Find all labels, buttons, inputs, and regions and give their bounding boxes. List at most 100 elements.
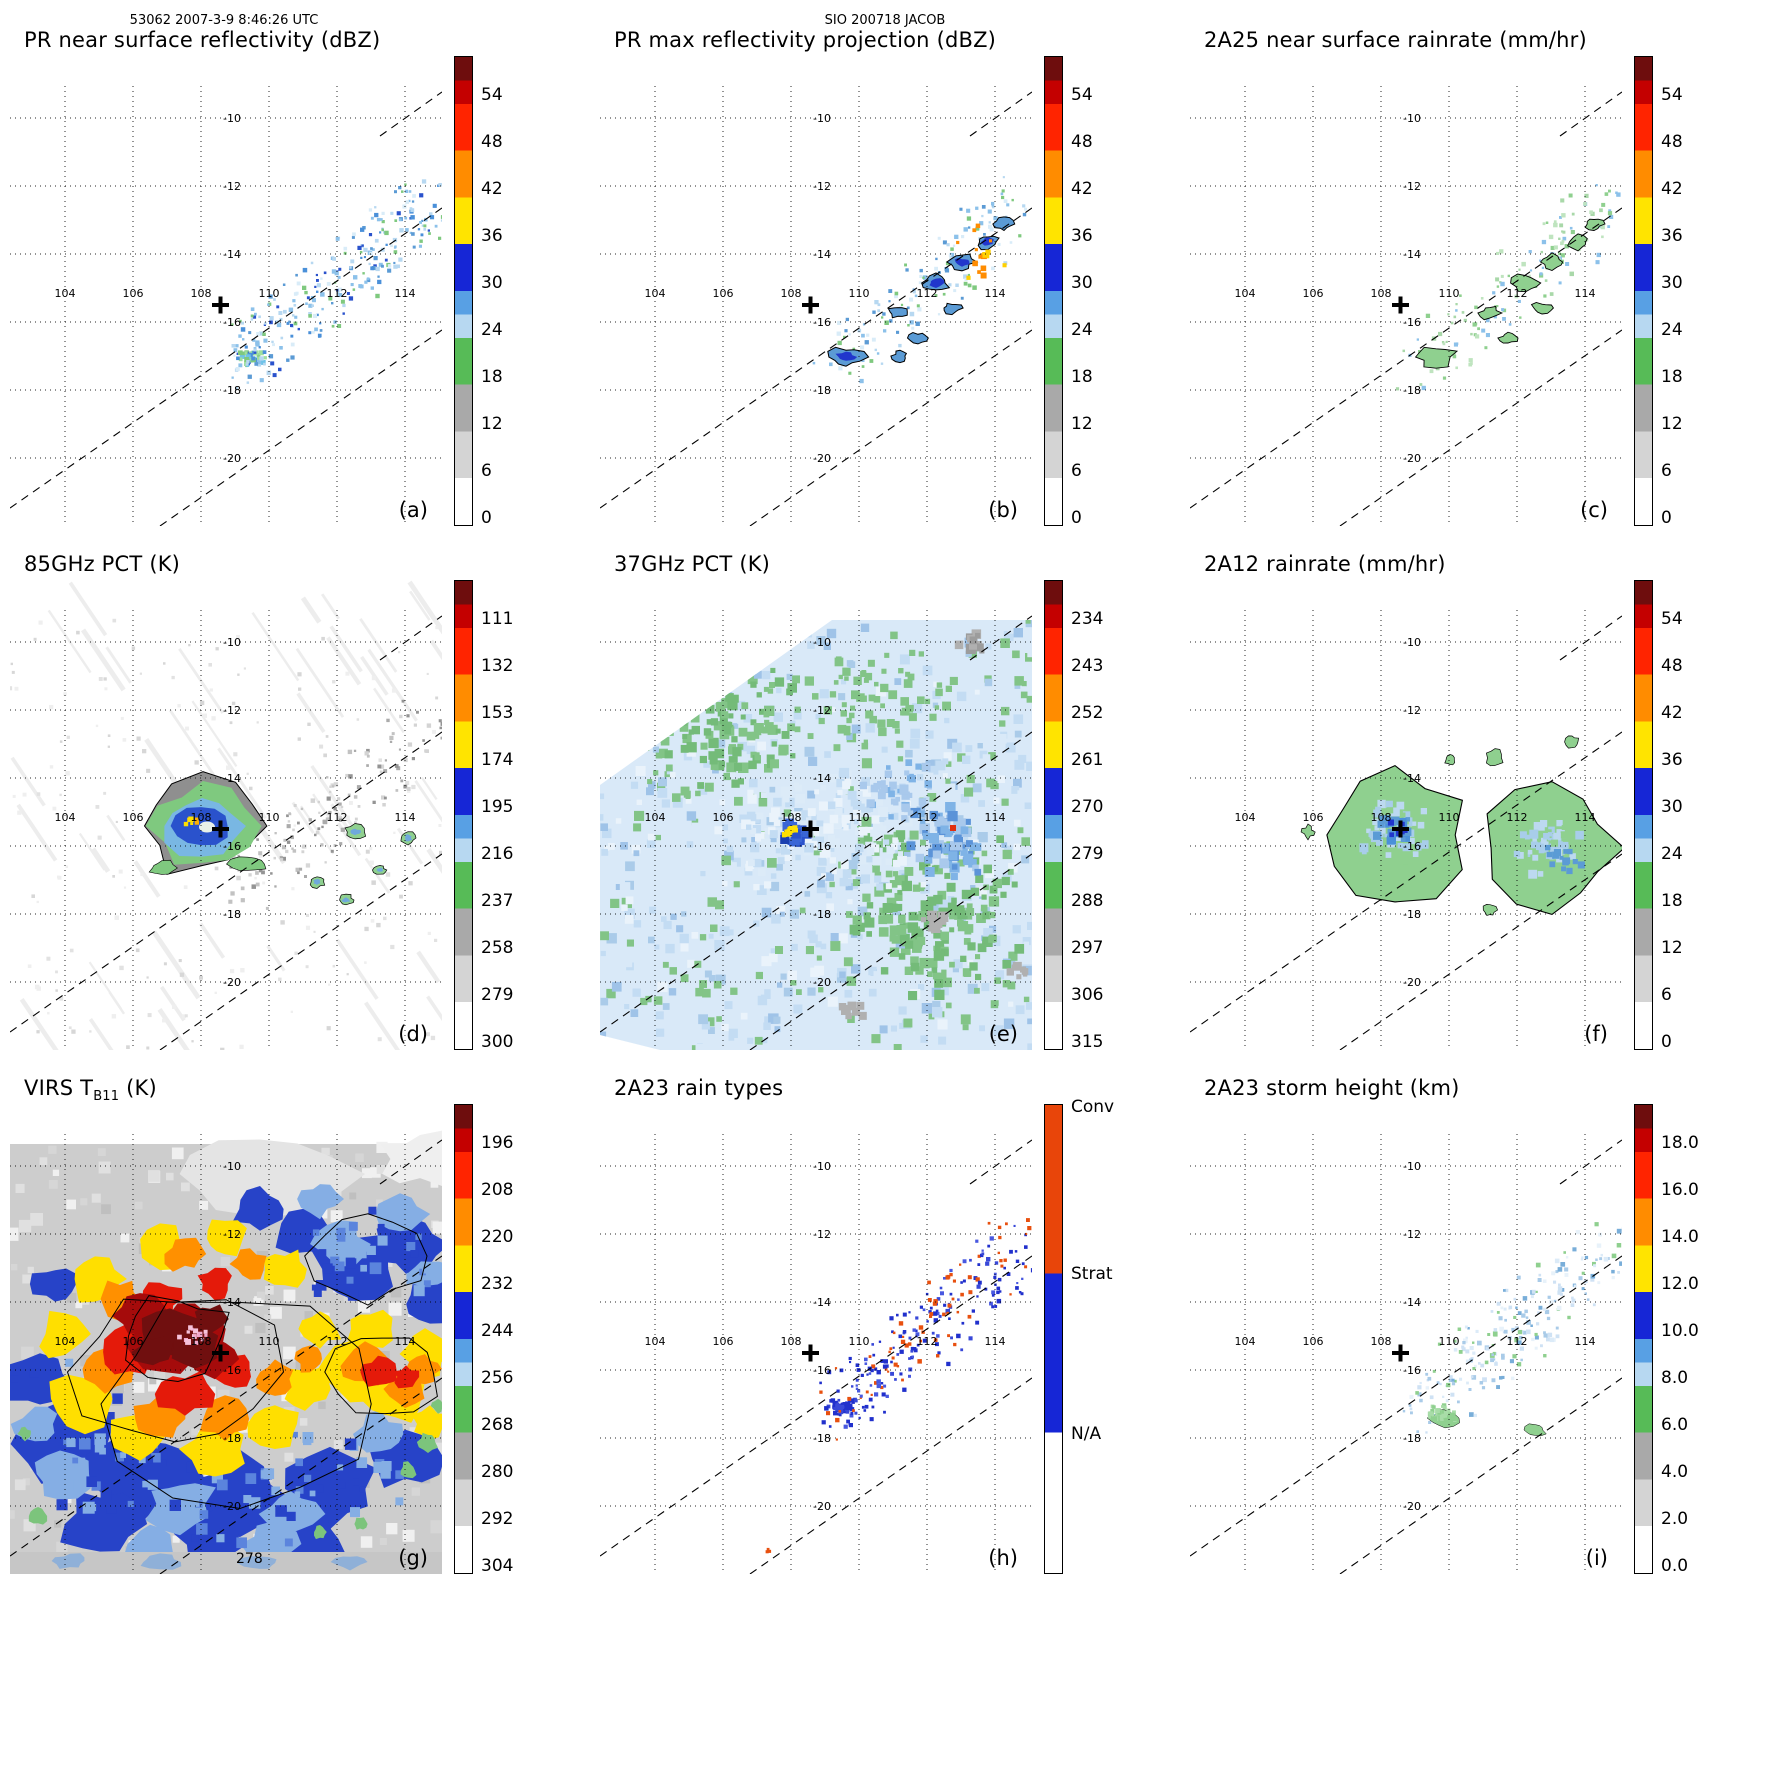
map-canvas: 104 106 108 110 112 114 -10 -12 -14 -16 -18 -20 (e) [600, 610, 1032, 1050]
colorbar-tick-label: 36 [1661, 226, 1683, 246]
svg-text:-20: -20 [1403, 452, 1421, 465]
svg-text:108: 108 [781, 287, 802, 300]
axis-labels: 104 106 108 110 112 114 -10 -12 -14 -16 -18 -20 [1235, 112, 1596, 465]
storm-center-marker [802, 296, 819, 314]
svg-text:108: 108 [781, 1335, 802, 1348]
data-field [10, 580, 442, 1050]
colorbar-tick-label: 6 [1661, 461, 1672, 481]
panel-letter: (a) [399, 498, 428, 522]
colorbar-tick-label: 279 [1071, 844, 1104, 864]
svg-text:108: 108 [191, 1335, 212, 1348]
map-canvas: 104 106 108 110 112 114 -10 -12 -14 -16 -18 -20 (c) [1190, 86, 1622, 526]
svg-text:-16: -16 [1403, 1364, 1421, 1377]
grid-lines [600, 610, 1032, 1050]
colorbar-tick-label: 54 [1071, 85, 1093, 105]
colorbar-tick-label: 300 [481, 1032, 514, 1052]
svg-text:-10: -10 [1403, 112, 1421, 125]
panel-d-85ghz-pct: 85GHz PCT (K) 104 106 108 110 112 114 -10 -12 -1… [2, 550, 590, 1062]
colorbar-tick-labels: 18.0 16.0 14.0 12.0 10.0 8.0 6.0 4.0 2.0 0.0 [1661, 1104, 1741, 1576]
storm-center-marker [1392, 820, 1409, 838]
colorbar-tick-label: 244 [481, 1321, 514, 1341]
grid-lines [1190, 1134, 1622, 1574]
svg-text:104: 104 [645, 287, 666, 300]
colorbar-tick-labels: 54 48 42 36 30 24 18 12 6 0 [1661, 56, 1741, 528]
storm-center-marker [212, 1344, 229, 1362]
map-canvas: 104 106 108 110 112 114 -10 -12 -14 -16 -18 -20 (a) [10, 86, 442, 526]
svg-text:112: 112 [1507, 287, 1528, 300]
colorbar-tick-label: 4.0 [1661, 1462, 1689, 1482]
svg-text:110: 110 [259, 811, 280, 824]
svg-text:114: 114 [1575, 287, 1596, 300]
data-field [812, 176, 1027, 384]
svg-text:-12: -12 [1403, 704, 1421, 717]
svg-text:-18: -18 [1403, 908, 1421, 921]
svg-text:-20: -20 [1403, 976, 1421, 989]
title-suffix: (K) [119, 1076, 157, 1100]
panel-e-37ghz-pct: 37GHz PCT (K) 104 106 108 110 112 114 -10 -12 -1… [592, 550, 1180, 1062]
svg-text:-16: -16 [1403, 316, 1421, 329]
panel-title: 2A23 storm height (km) [1204, 1076, 1460, 1100]
colorbar-tick-label: 174 [481, 750, 514, 770]
svg-text:104: 104 [1235, 287, 1256, 300]
svg-text:-16: -16 [223, 316, 241, 329]
svg-text:104: 104 [645, 1335, 666, 1348]
svg-text:106: 106 [713, 1335, 734, 1348]
svg-text:114: 114 [395, 811, 416, 824]
storm-center-marker [212, 296, 229, 314]
colorbar [1044, 56, 1063, 526]
panel-c-2a25-rainrate: 2A25 near surface rainrate (mm/hr) 104 10… [1182, 26, 1770, 538]
svg-text:-14: -14 [813, 248, 831, 261]
swath-edge-lines [1190, 615, 1622, 1050]
title-prefix: VIRS T [24, 1076, 94, 1100]
colorbar-tick-label: 0 [1661, 1032, 1672, 1052]
svg-text:106: 106 [123, 811, 144, 824]
colorbar-tick-label: 256 [481, 1368, 514, 1388]
svg-text:-20: -20 [1403, 1500, 1421, 1513]
swath-edge-lines [1190, 91, 1622, 526]
svg-text:-18: -18 [1403, 384, 1421, 397]
colorbar-tick-label: 18.0 [1661, 1133, 1699, 1153]
svg-text:-12: -12 [223, 1228, 241, 1241]
colorbar [1634, 1104, 1653, 1574]
svg-text:104: 104 [55, 287, 76, 300]
colorbar-tick-label: 208 [481, 1180, 514, 1200]
colorbar-tick-label: 268 [481, 1415, 514, 1435]
svg-text:114: 114 [395, 1335, 416, 1348]
grid-lines [600, 1134, 1032, 1574]
colorbar-tick-label: 270 [1071, 797, 1104, 817]
svg-text:-20: -20 [223, 1500, 241, 1513]
svg-text:-16: -16 [813, 1364, 831, 1377]
svg-text:-18: -18 [813, 1432, 831, 1445]
map-canvas: 104 106 108 110 112 114 -10 -12 -14 -16 -18 -20 (b) [600, 86, 1032, 526]
panel-letter: (b) [988, 498, 1018, 522]
grid-lines [1190, 86, 1622, 526]
svg-text:-10: -10 [1403, 636, 1421, 649]
svg-text:-12: -12 [813, 704, 831, 717]
colorbar-tick-label: 36 [1071, 226, 1093, 246]
data-field [1402, 1222, 1622, 1437]
panel-title: 37GHz PCT (K) [614, 552, 771, 576]
colorbar-tick-label: 153 [481, 703, 514, 723]
contour-annotation: 278 [236, 1551, 263, 1567]
colorbar-tick-label: 12 [1661, 414, 1683, 434]
colorbar-tick-label: 42 [481, 179, 503, 199]
colorbar-tick-label: 237 [481, 891, 514, 911]
colorbar-tick-label: 42 [1661, 703, 1683, 723]
colorbar [1044, 580, 1063, 1050]
svg-text:110: 110 [259, 1335, 280, 1348]
panel-letter: (g) [398, 1546, 428, 1570]
panel-i-2a23-storm-height: 2A23 storm height (km) 104 106 108 110 112 11… [1182, 1074, 1770, 1586]
svg-text:-12: -12 [1403, 180, 1421, 193]
svg-text:-16: -16 [813, 316, 831, 329]
colorbar-tick-label: 261 [1071, 750, 1104, 770]
svg-text:-14: -14 [223, 248, 241, 261]
title-subscript: B11 [93, 1089, 120, 1105]
axis-labels: 104 106 108 110 112 114 -10 -12 -14 -16 -18 -20 [55, 1160, 416, 1513]
svg-text:112: 112 [1507, 811, 1528, 824]
grid-lines [600, 86, 1032, 526]
svg-text:112: 112 [917, 287, 938, 300]
colorbar-tick-label: 24 [1661, 844, 1683, 864]
colorbar-tick-label: 10.0 [1661, 1321, 1699, 1341]
colorbar-category-label: Strat [1071, 1264, 1113, 1284]
svg-text:-10: -10 [223, 636, 241, 649]
